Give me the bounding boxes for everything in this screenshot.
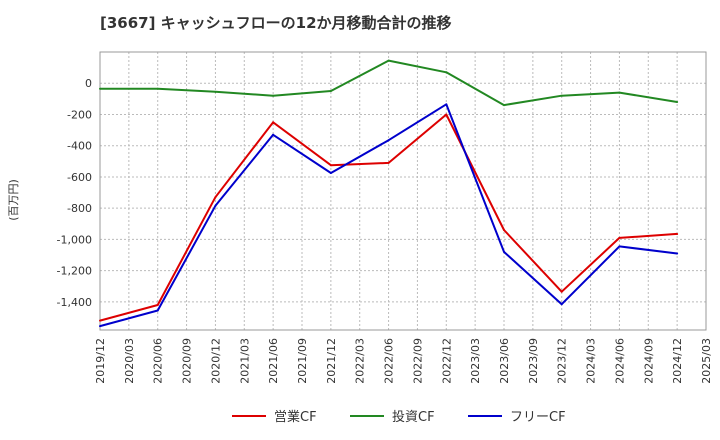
x-tick-label: 2020/06 — [152, 338, 165, 384]
data-point — [272, 121, 275, 124]
x-tick-label: 2021/03 — [238, 338, 251, 384]
data-point — [560, 94, 563, 97]
data-point — [560, 290, 563, 293]
data-point — [156, 309, 159, 312]
x-tick-label: 2023/12 — [556, 338, 569, 384]
data-point — [272, 133, 275, 136]
data-point — [676, 232, 679, 235]
x-tick-label: 2024/09 — [642, 338, 655, 384]
legend-label: 営業CF — [274, 409, 317, 425]
series — [99, 59, 679, 328]
legend-label: フリーCF — [510, 410, 566, 425]
y-tick-label: -800 — [67, 202, 92, 215]
y-tick-label: -1,200 — [57, 265, 92, 278]
x-tick-label: 2024/03 — [585, 338, 598, 384]
x-tick-label: 2020/09 — [181, 338, 194, 384]
x-tick-label: 2021/06 — [267, 338, 280, 384]
y-tick-label: -1,400 — [57, 296, 92, 309]
x-tick-label: 2020/03 — [123, 338, 136, 384]
data-point — [99, 325, 101, 328]
x-tick-label: 2023/06 — [498, 338, 511, 384]
data-point — [387, 59, 390, 62]
x-tick-label: 2022/06 — [383, 338, 396, 384]
x-tick-label: 2023/09 — [527, 338, 540, 384]
x-tick-label: 2021/12 — [325, 338, 338, 384]
data-point — [676, 100, 679, 103]
data-point — [618, 245, 621, 248]
y-tick-label: -400 — [67, 140, 92, 153]
x-tick-label: 2025/03 — [700, 338, 713, 384]
x-tick-label: 2022/09 — [411, 338, 424, 384]
data-point — [99, 319, 101, 322]
legend: 営業CF 投資CF フリーCF — [232, 409, 566, 425]
data-point — [214, 204, 217, 207]
data-point — [214, 90, 217, 93]
data-point — [618, 236, 621, 239]
x-tick-label: 2020/12 — [209, 338, 222, 384]
x-tick-label: 2022/03 — [354, 338, 367, 384]
data-point — [272, 94, 275, 97]
data-point — [503, 104, 505, 107]
data-point — [156, 304, 159, 307]
x-tick-label: 2021/09 — [296, 338, 309, 384]
y-tick-label: -600 — [67, 171, 92, 184]
data-point — [329, 90, 332, 93]
y-tick-label: 0 — [85, 77, 92, 90]
data-point — [445, 71, 448, 74]
chart-title: [3667] キャッシュフローの12か月移動合計の推移 — [100, 14, 452, 32]
y-axis-label: (百万円) — [7, 179, 20, 221]
y-axis: 0 -200 -400 -600 -800 -1,000 -1,200 -1,400 — [57, 77, 92, 309]
data-point — [329, 164, 332, 167]
data-point — [445, 113, 448, 116]
data-point — [503, 250, 505, 253]
data-point — [618, 91, 621, 94]
data-point — [560, 303, 563, 306]
data-point — [503, 229, 505, 232]
plot-area — [99, 51, 707, 331]
data-point — [329, 172, 332, 175]
x-tick-label: 2019/12 — [94, 338, 107, 384]
data-point — [156, 87, 159, 90]
grid — [99, 52, 707, 330]
data-point — [445, 103, 448, 106]
x-tick-label: 2024/06 — [613, 338, 626, 384]
y-tick-label: -200 — [67, 108, 92, 121]
x-tick-label: 2022/12 — [440, 338, 453, 384]
x-axis: 2019/12 2020/03 2020/06 2020/09 2020/12 2021/… — [94, 338, 713, 384]
data-point — [676, 252, 679, 255]
legend-label: 投資CF — [392, 409, 435, 425]
x-tick-label: 2024/12 — [671, 338, 684, 384]
y-tick-label: -1,000 — [57, 233, 92, 246]
data-point — [99, 87, 101, 90]
data-point — [214, 196, 217, 199]
data-point — [387, 139, 390, 142]
data-point — [387, 161, 390, 164]
x-tick-label: 2023/03 — [469, 338, 482, 384]
